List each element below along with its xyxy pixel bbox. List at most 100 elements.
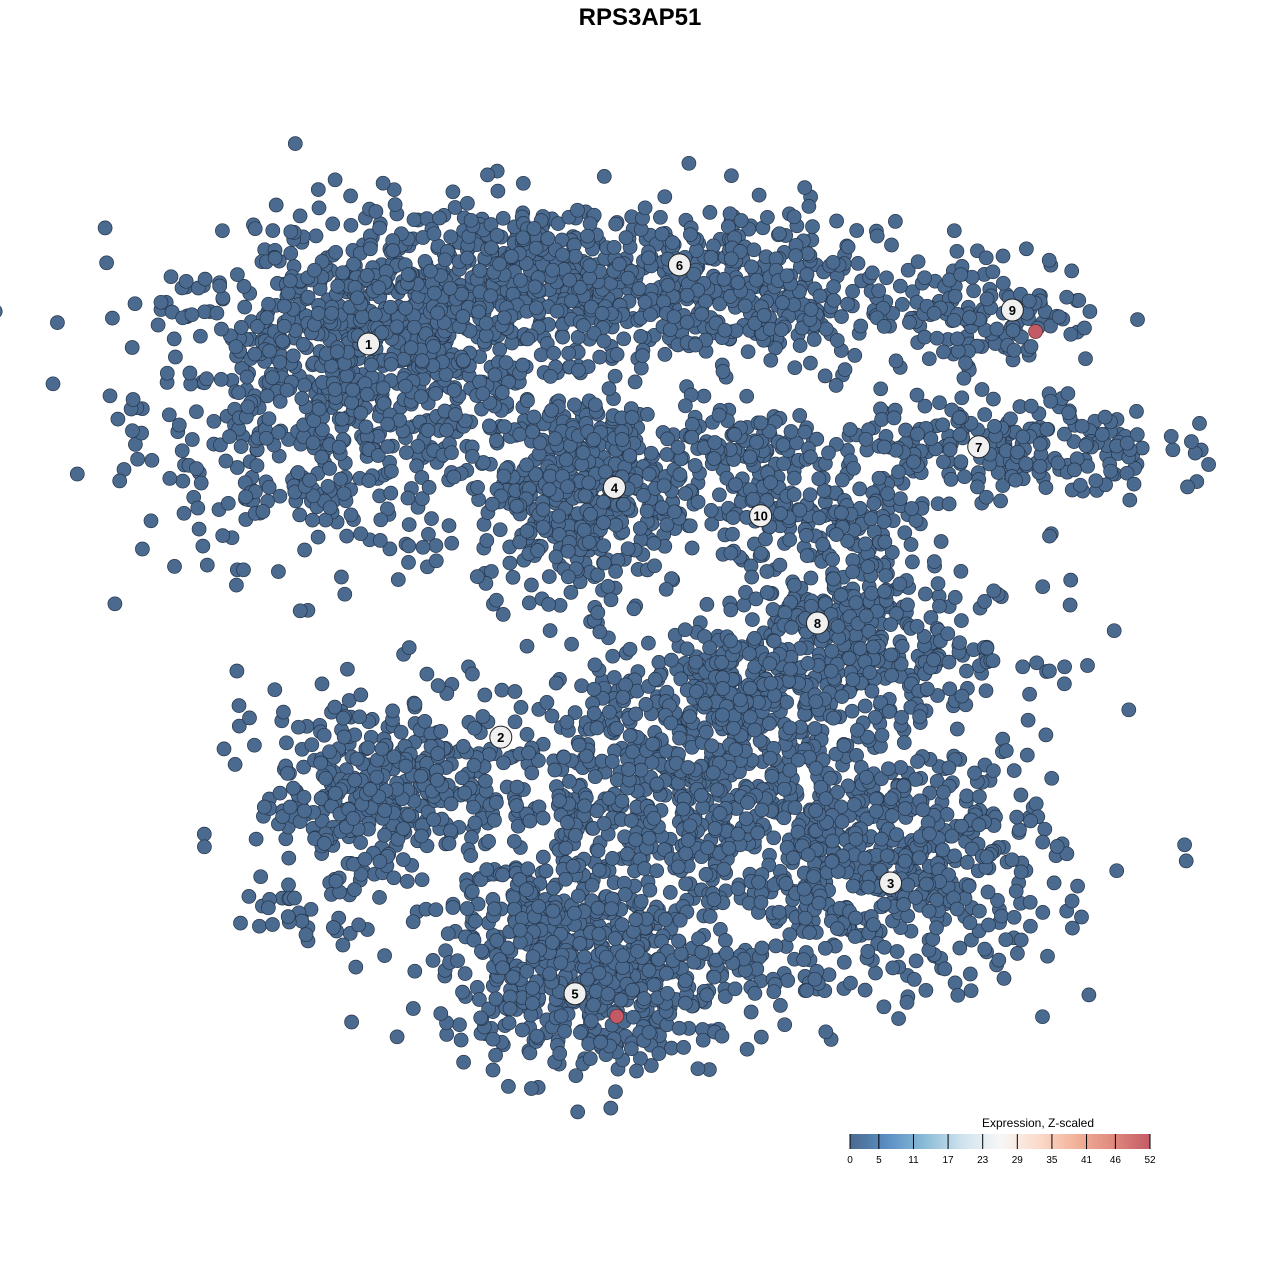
- cell-point: [656, 478, 672, 494]
- cell-point: [874, 831, 889, 847]
- cell-point: [771, 904, 787, 920]
- cell-point: [229, 577, 244, 593]
- cell-point: [1037, 821, 1053, 837]
- cell-point: [601, 381, 617, 396]
- cell-point: [1041, 252, 1057, 268]
- cell-point: [893, 760, 908, 775]
- cell-point: [1018, 456, 1034, 472]
- cell-point: [567, 397, 582, 413]
- cell-point: [753, 545, 769, 561]
- cell-point: [280, 285, 296, 301]
- cell-point: [414, 872, 430, 888]
- cell-point: [1119, 435, 1135, 451]
- cell-point: [891, 1011, 906, 1026]
- cell-point: [291, 719, 306, 735]
- cell-point: [233, 439, 249, 454]
- cell-point: [766, 830, 782, 846]
- cell-point: [808, 803, 824, 818]
- cell-point: [645, 736, 660, 752]
- cell-point: [657, 189, 673, 205]
- cell-point: [1063, 326, 1079, 342]
- cell-point: [357, 851, 373, 867]
- cell-point: [1082, 304, 1098, 319]
- cell-point: [1038, 480, 1054, 495]
- cell-point: [659, 517, 675, 533]
- cell-point: [427, 285, 442, 301]
- cell-point: [406, 319, 422, 335]
- cell-point: [684, 540, 700, 556]
- cell-point: [310, 529, 326, 545]
- cell-point: [677, 622, 693, 638]
- cell-point: [135, 541, 150, 557]
- cell-point: [556, 749, 572, 765]
- cell-point: [478, 328, 494, 343]
- cell-point: [1012, 822, 1027, 838]
- cell-point: [608, 517, 624, 533]
- cell-point: [675, 801, 691, 817]
- cell-point: [797, 424, 813, 440]
- cell-point: [469, 569, 485, 584]
- cell-point: [574, 678, 589, 694]
- cell-point: [1077, 320, 1092, 336]
- cell-point: [401, 517, 417, 532]
- cell-point: [608, 216, 624, 232]
- cell-point: [725, 510, 741, 525]
- cell-point: [401, 807, 417, 823]
- cell-point: [311, 200, 327, 216]
- cell-point: [780, 973, 796, 988]
- cell-point: [328, 873, 344, 889]
- cell-point: [539, 695, 555, 710]
- cell-point: [891, 464, 906, 480]
- cell-point: [1022, 894, 1038, 910]
- cell-point: [622, 448, 638, 464]
- cell-point: [995, 275, 1011, 291]
- cell-point: [727, 427, 743, 442]
- cell-point: [196, 826, 212, 842]
- cell-point: [509, 498, 525, 514]
- cell-point: [646, 810, 662, 826]
- cell-point: [302, 472, 317, 488]
- cell-point: [240, 399, 256, 415]
- cell-point: [1043, 393, 1058, 409]
- cell-point: [680, 760, 696, 775]
- cell-point: [258, 430, 274, 446]
- cell-point: [760, 209, 775, 225]
- cell-point: [541, 569, 557, 584]
- cell-point: [426, 812, 441, 827]
- cell-point: [704, 738, 720, 754]
- cell-point: [454, 770, 470, 786]
- cell-point: [994, 908, 1009, 924]
- cell-point: [824, 643, 840, 659]
- cell-point: [529, 300, 544, 316]
- cell-point: [272, 488, 288, 504]
- cell-point: [1035, 579, 1051, 595]
- cell-point: [858, 536, 873, 552]
- cell-point: [1023, 339, 1039, 354]
- cell-point: [632, 520, 648, 536]
- cell-point: [439, 422, 454, 438]
- cell-point: [1020, 712, 1036, 728]
- cell-point: [702, 205, 718, 220]
- cell-point: [265, 370, 280, 386]
- cell-point: [611, 256, 627, 272]
- cell-point: [707, 821, 723, 836]
- cell-point: [401, 538, 417, 554]
- cell-point: [294, 391, 310, 406]
- cell-point: [520, 393, 535, 409]
- cell-point: [881, 704, 897, 719]
- cell-point: [834, 505, 849, 521]
- cell-point: [681, 155, 697, 171]
- cell-point: [647, 558, 662, 574]
- cell-point: [1078, 438, 1094, 453]
- cell-point: [401, 555, 416, 570]
- cell-point: [590, 605, 606, 620]
- cell-point: [484, 240, 499, 256]
- cell-point: [336, 486, 352, 501]
- cell-point: [355, 309, 370, 325]
- cell-point: [966, 283, 981, 299]
- cell-point: [797, 180, 813, 195]
- cell-point: [417, 713, 433, 729]
- cell-point: [876, 999, 892, 1015]
- cell-point: [756, 307, 772, 323]
